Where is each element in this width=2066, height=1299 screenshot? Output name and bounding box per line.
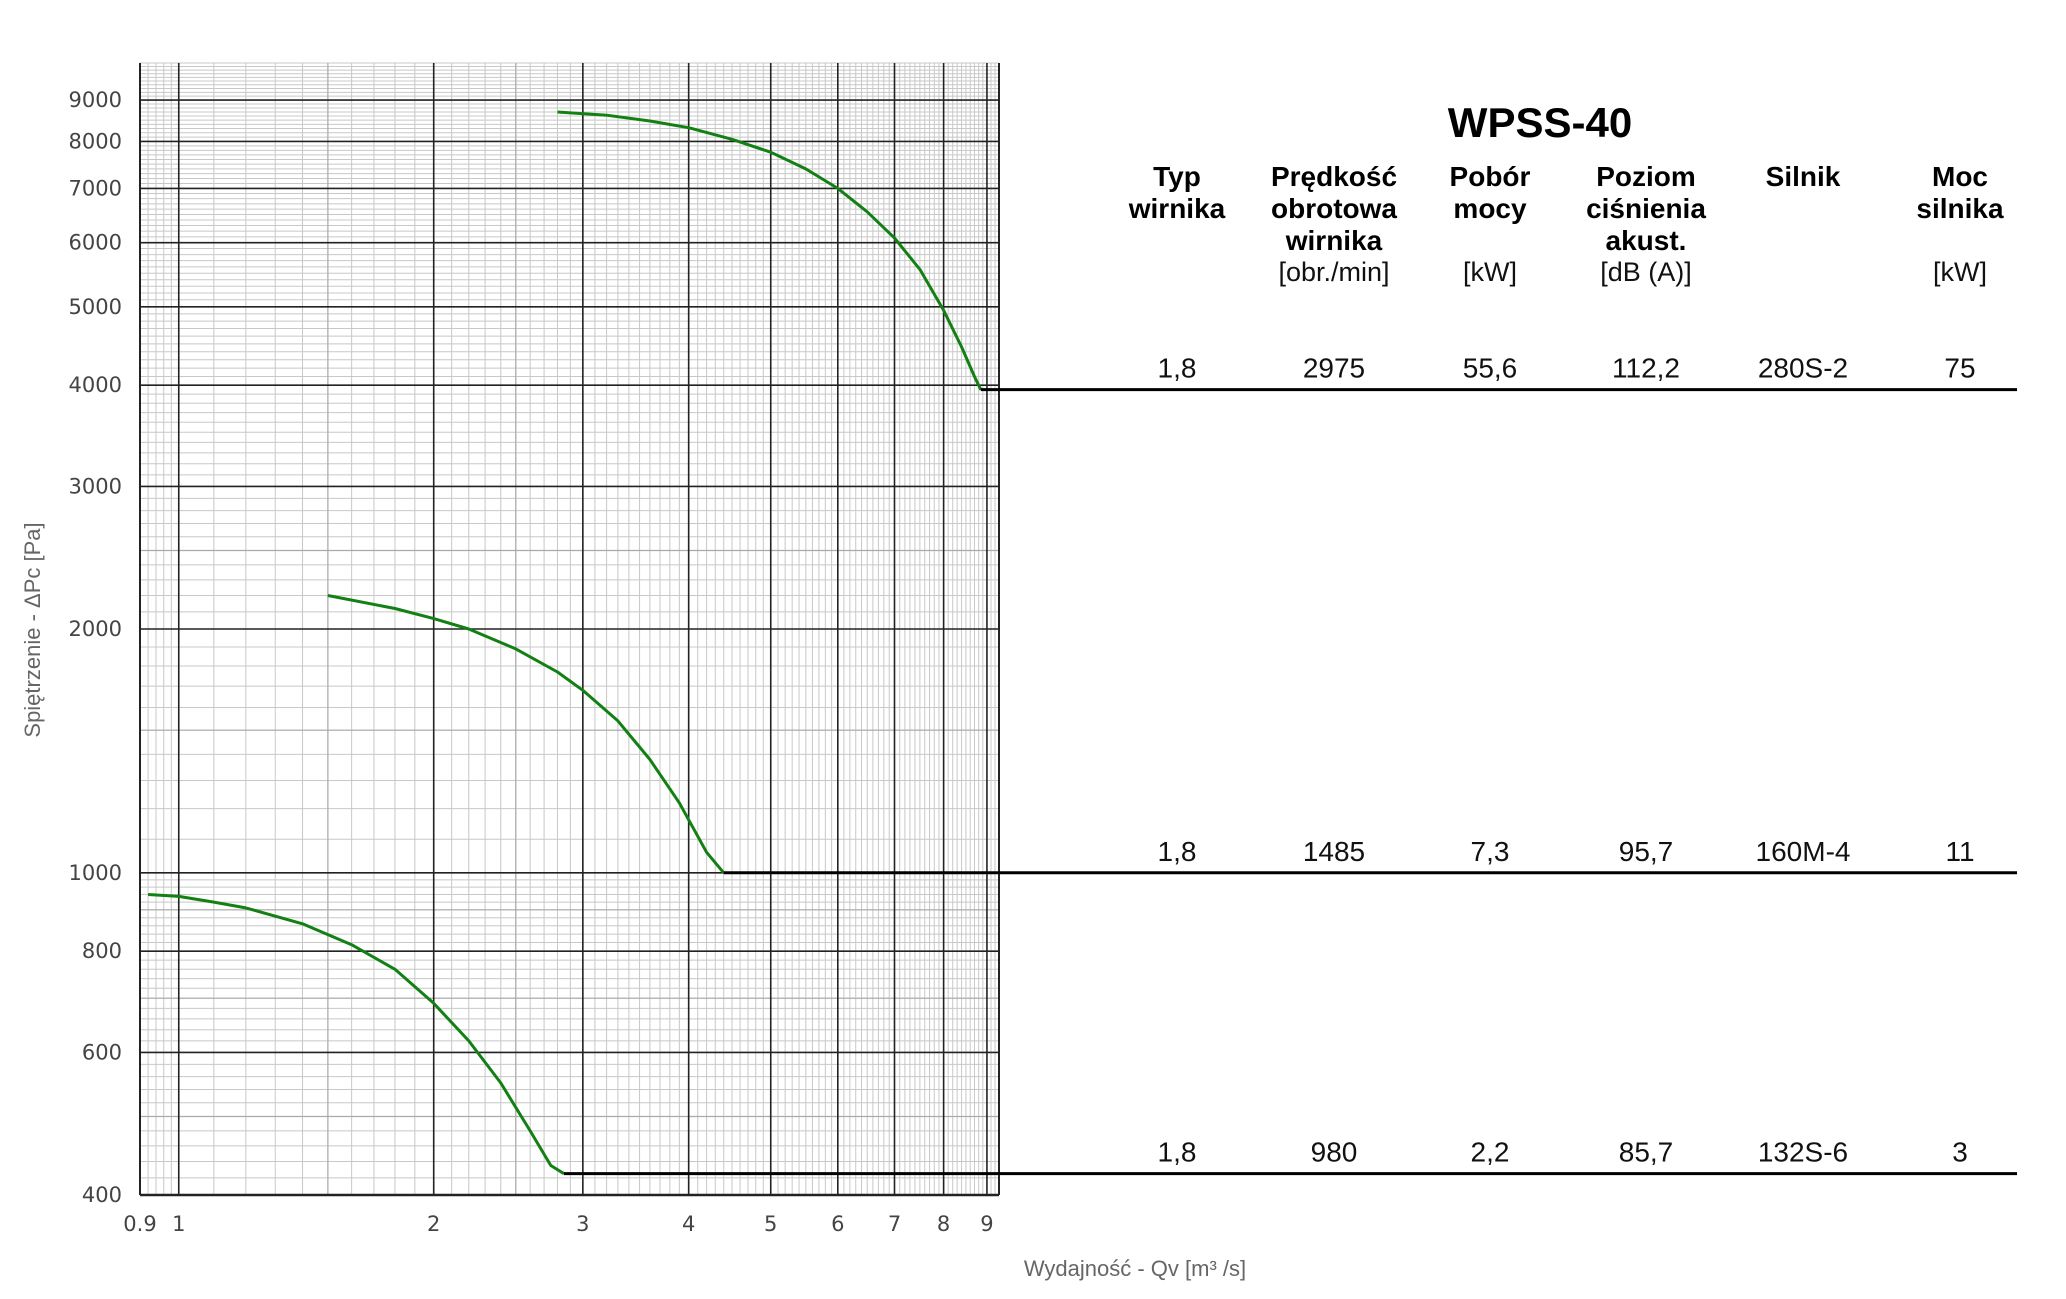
column-unit: [kW] [1463,257,1517,287]
column-header: mocy [1453,193,1527,224]
table-cell: 95,7 [1619,836,1674,867]
column-header: akust. [1606,225,1687,256]
table-cell: 112,2 [1612,353,1680,384]
table-cell: 1485 [1303,836,1365,867]
column-header: Poziom [1596,161,1696,192]
column-header: Typ [1153,161,1201,192]
table-cell: 1,8 [1158,1137,1197,1168]
column-header: Prędkość [1271,161,1397,192]
x-tick-label: 8 [937,1212,950,1236]
y-tick-label: 600 [82,1040,122,1064]
y-tick-label: 800 [82,939,122,963]
y-tick-label: 2000 [69,617,122,641]
x-tick-label: 9 [980,1212,993,1236]
column-header: wirnika [1285,225,1383,256]
column-header: ciśnienia [1586,193,1706,224]
x-tick-label: 2 [427,1212,440,1236]
table-cell: 2,2 [1471,1137,1510,1168]
table-cell: 85,7 [1619,1137,1674,1168]
x-axis-label: Wydajność - Qv [m³ /s] [1024,1256,1246,1281]
x-tick-label: 0.9 [123,1212,156,1236]
table-cell: 55,6 [1463,353,1518,384]
table-cell: 132S-6 [1758,1137,1848,1168]
table-cell: 75 [1944,353,1975,384]
y-tick-label: 1000 [69,861,122,885]
column-unit: [kW] [1933,257,1987,287]
column-unit: [obr./min] [1278,257,1389,287]
y-tick-label: 6000 [69,231,122,255]
performance-curve-3 [148,893,565,1175]
table-cell: 1,8 [1158,353,1197,384]
y-tick-label: 9000 [69,88,122,112]
y-tick-label: 5000 [69,295,122,319]
column-header: silnika [1916,193,2004,224]
x-tick-label: 5 [764,1212,777,1236]
column-header: Moc [1932,161,1988,192]
y-tick-label: 7000 [69,176,122,200]
column-header: Silnik [1766,161,1841,192]
column-unit: [dB (A)] [1600,257,1692,287]
x-tick-label: 3 [576,1212,589,1236]
y-tick-label: 400 [82,1183,122,1207]
table-cell: 980 [1311,1137,1358,1168]
column-header: obrotowa [1271,193,1397,224]
table-cell: 1,8 [1158,836,1197,867]
performance-curve-2 [327,594,725,874]
performance-curve-1 [557,110,983,391]
chart-title: WPSS-40 [1448,99,1632,146]
y-tick-label: 8000 [69,129,122,153]
performance-curves [148,110,983,1175]
table-cell: 280S-2 [1758,353,1848,384]
table-cell: 11 [1945,836,1974,867]
x-tick-label: 7 [888,1212,901,1236]
column-header: wirnika [1128,193,1226,224]
x-tick-label: 6 [831,1212,844,1236]
y-tick-label: 4000 [69,373,122,397]
table-cell: 2975 [1303,353,1365,384]
table-cell: 3 [1952,1137,1968,1168]
table-cell: 160M-4 [1756,836,1851,867]
x-tick-label: 4 [682,1212,695,1236]
spec-table: TypwirnikaPrędkośćobrotowawirnikaPobórmo… [563,161,2017,1176]
column-header: Pobór [1450,161,1531,192]
grid [139,62,1000,1196]
y-tick-label: 3000 [69,474,122,498]
axes: 0.9 1 2 3 4 5 6 7 8 9 400 600 800 1000 2000 3000 4000 500… [69,63,1000,1236]
y-axis-label: Spiętrzenie - ΔPc [Pa] [20,522,45,737]
x-tick-label: 1 [172,1212,185,1236]
table-cell: 7,3 [1471,836,1510,867]
